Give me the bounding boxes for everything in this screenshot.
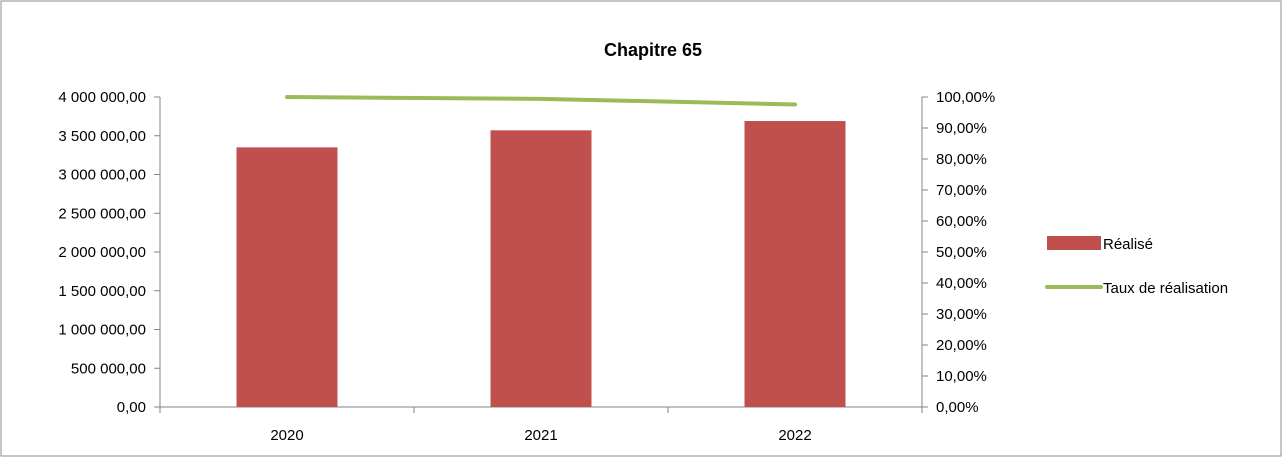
right-tick-label: 20,00%: [936, 337, 987, 354]
left-tick-label: 4 000 000,00: [58, 89, 146, 106]
right-tick-label: 0,00%: [936, 399, 979, 416]
bar-realise-2021: [490, 130, 592, 407]
left-tick-label: 0,00: [117, 399, 146, 416]
right-tick-label: 80,00%: [936, 151, 987, 168]
left-tick-label: 3 000 000,00: [58, 167, 146, 184]
left-tick-label: 1 000 000,00: [58, 322, 146, 339]
x-tick-label: 2021: [524, 427, 557, 444]
left-tick-label: 2 500 000,00: [58, 205, 146, 222]
plot-area: 0,00 500 000,00 1 000 000,00 1 500 000,00 2 …: [58, 89, 995, 444]
legend-label-realise: Réalisé: [1103, 236, 1153, 253]
point-taux-2020: [286, 96, 288, 98]
right-tick-label: 10,00%: [936, 368, 987, 385]
bar-realise-2022: [744, 121, 846, 408]
left-tick-label: 3 500 000,00: [58, 128, 146, 145]
right-tick-label: 30,00%: [936, 306, 987, 323]
right-tick-label: 60,00%: [936, 213, 987, 230]
left-tick-label: 2 000 000,00: [58, 244, 146, 261]
right-tick-label: 70,00%: [936, 182, 987, 199]
chart-title: Chapitre 65: [604, 40, 702, 60]
legend: Réalisé Taux de réalisation: [1045, 236, 1228, 297]
x-tick-label: 2022: [778, 427, 811, 444]
right-tick-label: 100,00%: [936, 89, 995, 106]
point-taux-2022: [794, 103, 796, 105]
x-tick-label: 2020: [270, 427, 303, 444]
legend-swatch-realise: [1047, 236, 1101, 250]
left-tick-label: 500 000,00: [71, 360, 146, 377]
legend-label-taux: Taux de réalisation: [1103, 280, 1228, 297]
right-tick-label: 40,00%: [936, 275, 987, 292]
point-taux-2021: [540, 98, 542, 100]
right-tick-label: 50,00%: [936, 244, 987, 261]
right-tick-label: 90,00%: [936, 120, 987, 137]
bar-realise-2020: [236, 147, 338, 407]
left-tick-label: 1 500 000,00: [58, 283, 146, 300]
